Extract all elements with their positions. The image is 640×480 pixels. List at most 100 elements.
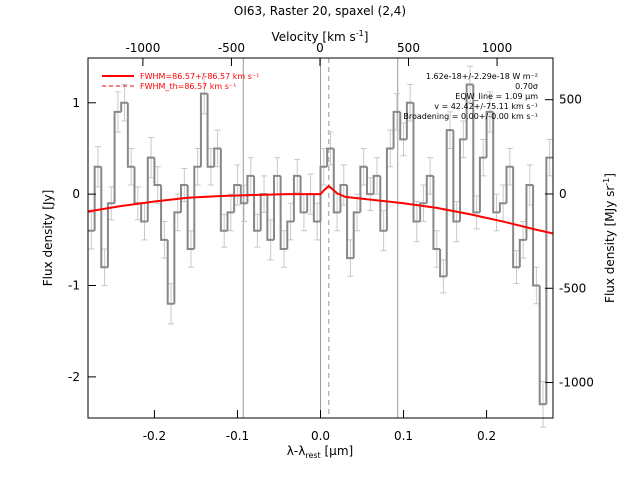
y2-tick-label: 500 [559, 93, 582, 107]
spectrum-step [498, 202, 507, 213]
y2-axis-label: Flux density [MJy sr-1] [602, 173, 617, 303]
x-label-part: λ-λ [287, 444, 306, 458]
x2-tick-label: 1000 [482, 41, 513, 55]
spectrum-step [538, 285, 547, 406]
spectrum-step [292, 174, 301, 222]
annotation: v = 42.42+/-75.11 km s⁻¹ [434, 102, 538, 111]
spectrum-step [452, 130, 460, 223]
spectrum-step [359, 165, 367, 213]
spectrum-step [100, 166, 108, 269]
spectrum-step [246, 174, 255, 204]
spectrum-step [199, 92, 208, 167]
spectrum-step [485, 110, 494, 158]
y-tick-label: 1 [72, 96, 80, 110]
spectrum-step [219, 148, 228, 232]
fit-line [87, 184, 554, 235]
y-tick-label: -2 [68, 370, 80, 384]
spectrum-step [512, 166, 520, 269]
x2-label-sup: -1 [356, 29, 364, 38]
x-tick-label: 0.0 [311, 429, 330, 443]
spectrum-step [193, 165, 201, 249]
spectrum-step [372, 174, 381, 195]
spectrum-step [299, 175, 308, 214]
x-axis-label: λ-λrest [μm] [287, 444, 353, 460]
x2-tick-label: -500 [218, 41, 245, 55]
spectrum-step [319, 165, 328, 222]
spectrum-step [472, 84, 480, 214]
spectrum-step [392, 110, 401, 149]
spectrum-step [505, 165, 514, 204]
spectrum-step [286, 220, 294, 249]
spectrum-step [352, 211, 361, 259]
y2-tick-label: -1000 [559, 376, 594, 390]
spectrum-step [93, 165, 102, 231]
legend-label: FWHM=86.57+/-86.57 km s⁻¹ [140, 72, 259, 81]
spectrum-step [266, 194, 274, 241]
x2-tick-label: 500 [397, 41, 420, 55]
spectrum-step [525, 184, 534, 240]
spectrum-step [213, 147, 221, 167]
spectrum-step [239, 185, 248, 205]
spectrum-step [492, 111, 500, 214]
spectrum-step [332, 148, 341, 214]
chart-title: OI63, Raster 20, spaxel (2,4) [234, 4, 406, 18]
spectrum-step [146, 156, 155, 222]
spectrum-step [445, 129, 454, 277]
annotation: EQW_line = 1.09 μm [455, 92, 538, 101]
spectrum-step [166, 239, 175, 305]
spectrum-step [399, 111, 407, 141]
spectrum-step [459, 138, 467, 222]
spectrum-step [366, 166, 374, 196]
y2-label-part: ] [603, 173, 617, 178]
spectrum-step [379, 175, 387, 232]
spectrum-step [273, 174, 281, 240]
annotation: Broadening = 0.00+/-0.00 km s⁻¹ [403, 112, 538, 121]
x-tick-label: 0.2 [477, 429, 496, 443]
spectrum-step [419, 202, 427, 222]
spectrum-step [312, 194, 321, 223]
spectrum-step [432, 175, 441, 250]
x2-label-part: ] [364, 30, 369, 44]
spectrum-step [126, 102, 135, 168]
spectrum-step [465, 83, 474, 140]
spectrum-step [140, 203, 148, 223]
spectrum-step [180, 184, 188, 213]
y-axis-label: Flux density [Jy] [41, 190, 55, 287]
spectrum-step [160, 185, 168, 241]
x-tick-label: -0.2 [143, 429, 166, 443]
x-label-part: [μm] [321, 444, 354, 458]
spectrum-step [405, 101, 414, 140]
spectrum-step [173, 211, 181, 304]
spectrum-step [439, 248, 447, 278]
spectrum-step [326, 147, 334, 167]
spectrum-step [478, 156, 487, 213]
spectrum-step [226, 211, 235, 231]
x-label-sub: rest [305, 451, 320, 460]
spectrum-step [518, 238, 527, 268]
spectrum-step [279, 175, 288, 250]
spectrum-step [346, 185, 354, 260]
spectrum-step [106, 202, 115, 268]
spectrum-step [339, 184, 348, 213]
spectrum-step [120, 101, 128, 112]
spectrum-step [532, 185, 540, 287]
y2-label-sup: -1 [602, 178, 611, 186]
x2-tick-label: 0 [316, 41, 324, 55]
x-tick-label: 0.1 [394, 429, 413, 443]
y-tick-label: -1 [68, 279, 80, 293]
x2-axis-label: Velocity [km s-1] [272, 29, 369, 44]
annotation: 0.70σ [515, 82, 538, 91]
spectrum-step [186, 185, 195, 250]
spectrum-step [385, 147, 394, 231]
spectrum-step [412, 102, 421, 223]
y2-tick-label: -500 [559, 281, 586, 295]
y2-label-part: Flux density [MJy sr [603, 186, 617, 303]
annotation: 1.62e-18+/-2.29e-18 W m⁻² [426, 72, 538, 81]
x2-label-part: Velocity [km s [272, 30, 356, 44]
y-tick-label: 0 [72, 187, 80, 201]
spectrum-step [425, 174, 434, 204]
spectrum-step [206, 93, 215, 168]
x2-tick-label: -1000 [125, 41, 160, 55]
spectrum-step [113, 110, 122, 204]
